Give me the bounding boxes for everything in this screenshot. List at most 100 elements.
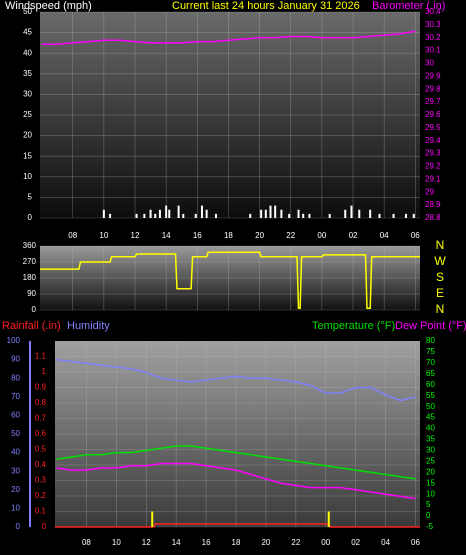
- y-tick-label: 29.8: [425, 84, 441, 93]
- bar: [158, 209, 161, 218]
- y-tick-label: 10: [11, 504, 20, 513]
- y-tick-label: 0.9: [35, 383, 47, 392]
- y-tick-label: 20: [23, 131, 32, 140]
- x-tick-label: 14: [162, 231, 171, 240]
- y-tick-label: 0: [28, 213, 33, 222]
- y-tick-label: 45: [426, 413, 435, 422]
- y-tick-label: 50: [426, 402, 435, 411]
- x-tick-label: 02: [351, 538, 360, 547]
- y-tick-label: 25: [426, 456, 435, 465]
- y-tick-label: 0: [42, 522, 47, 531]
- bar: [412, 213, 415, 218]
- y-tick-label: E: [436, 286, 444, 300]
- bar: [200, 205, 203, 218]
- y-tick-label: 40: [426, 424, 435, 433]
- bar: [392, 213, 395, 218]
- bar: [154, 213, 157, 218]
- series-line: [56, 462, 416, 500]
- bar: [288, 213, 291, 218]
- x-tick-label: 00: [321, 538, 330, 547]
- y-tick-label: 100: [7, 336, 21, 345]
- y-tick-label: 1: [42, 367, 47, 376]
- x-tick-label: 16: [202, 538, 211, 547]
- bar: [249, 213, 252, 218]
- bar: [302, 213, 305, 218]
- bar: [308, 213, 311, 218]
- x-tick-label: 14: [172, 538, 181, 547]
- x-tick-label: 08: [68, 231, 77, 240]
- y-tick-label: 35: [23, 69, 32, 78]
- plot-area: [40, 12, 420, 218]
- x-tick-label: 18: [232, 538, 241, 547]
- y-tick-label: 10: [23, 172, 32, 181]
- bar: [194, 213, 197, 218]
- y-tick-label: 0: [16, 522, 21, 531]
- x-tick-label: 22: [291, 538, 300, 547]
- x-tick-label: 04: [381, 538, 390, 547]
- bar: [149, 209, 152, 218]
- bar: [297, 209, 300, 218]
- bar: [135, 213, 138, 218]
- legend-entry: Dew Point (°F): [395, 320, 466, 332]
- x-tick-label: 22: [286, 231, 295, 240]
- y-tick-label: 50: [11, 429, 20, 438]
- y-tick-label: 15: [23, 151, 32, 160]
- bar: [205, 209, 208, 218]
- y-tick-label: 15: [426, 478, 435, 487]
- y-tick-label: 0.8: [35, 398, 47, 407]
- y-tick-label: 28.8: [425, 213, 441, 222]
- x-tick-label: 20: [261, 538, 270, 547]
- bar: [168, 209, 171, 218]
- chart-title: Current last 24 hours January 31 2026: [172, 0, 360, 12]
- bar: [327, 511, 330, 527]
- x-tick-label: 10: [112, 538, 121, 547]
- y-tick-label: 20: [11, 485, 20, 494]
- y-tick-label: S: [436, 270, 444, 284]
- y-tick-label: 29.3: [425, 149, 441, 158]
- bar: [280, 209, 283, 218]
- y-tick-label: 30: [23, 90, 32, 99]
- x-tick-label: 00: [317, 231, 326, 240]
- y-tick-label: 60: [426, 380, 435, 389]
- y-tick-label: 29.5: [425, 123, 441, 132]
- bar: [358, 209, 361, 218]
- y-tick-label: 29.6: [425, 110, 441, 119]
- y-tick-label: 40: [23, 48, 32, 57]
- y-tick-label: 90: [27, 289, 36, 298]
- legend-entry: Barometer (.in): [372, 0, 445, 12]
- y-tick-label: 29: [425, 187, 434, 196]
- x-tick-label: 20: [255, 231, 264, 240]
- y-tick-label: 75: [426, 347, 435, 356]
- x-tick-label: 04: [380, 231, 389, 240]
- y-tick-label: 0.3: [35, 476, 47, 485]
- y-tick-label: 30.2: [425, 33, 441, 42]
- series-line: [56, 358, 416, 402]
- y-tick-label: 29.2: [425, 162, 441, 171]
- x-tick-label: 18: [224, 231, 233, 240]
- y-tick-label: 20: [426, 467, 435, 476]
- series-line: [40, 251, 420, 309]
- y-tick-label: 30.3: [425, 20, 441, 29]
- y-tick-label: 0.5: [35, 445, 47, 454]
- x-tick-label: 02: [349, 231, 358, 240]
- y-tick-label: 30: [425, 59, 434, 68]
- bar: [151, 511, 154, 527]
- y-tick-label: 10: [426, 489, 435, 498]
- y-tick-label: 5: [426, 500, 431, 509]
- y-tick-label: 0: [426, 511, 431, 520]
- series-line: [41, 30, 416, 45]
- y-tick-label: 29.9: [425, 71, 441, 80]
- y-tick-label: 0.1: [35, 507, 47, 516]
- y-tick-label: 80: [11, 373, 20, 382]
- x-tick-label: 16: [193, 231, 202, 240]
- y-tick-label: 30.4: [425, 7, 441, 16]
- y-tick-label: 29.7: [425, 97, 441, 106]
- y-tick-label: 30: [11, 466, 20, 475]
- y-tick-label: 80: [426, 336, 435, 345]
- y-tick-label: 55: [426, 391, 435, 400]
- y-tick-label: 35: [426, 435, 435, 444]
- bar: [109, 213, 112, 218]
- y-tick-label: 70: [11, 392, 20, 401]
